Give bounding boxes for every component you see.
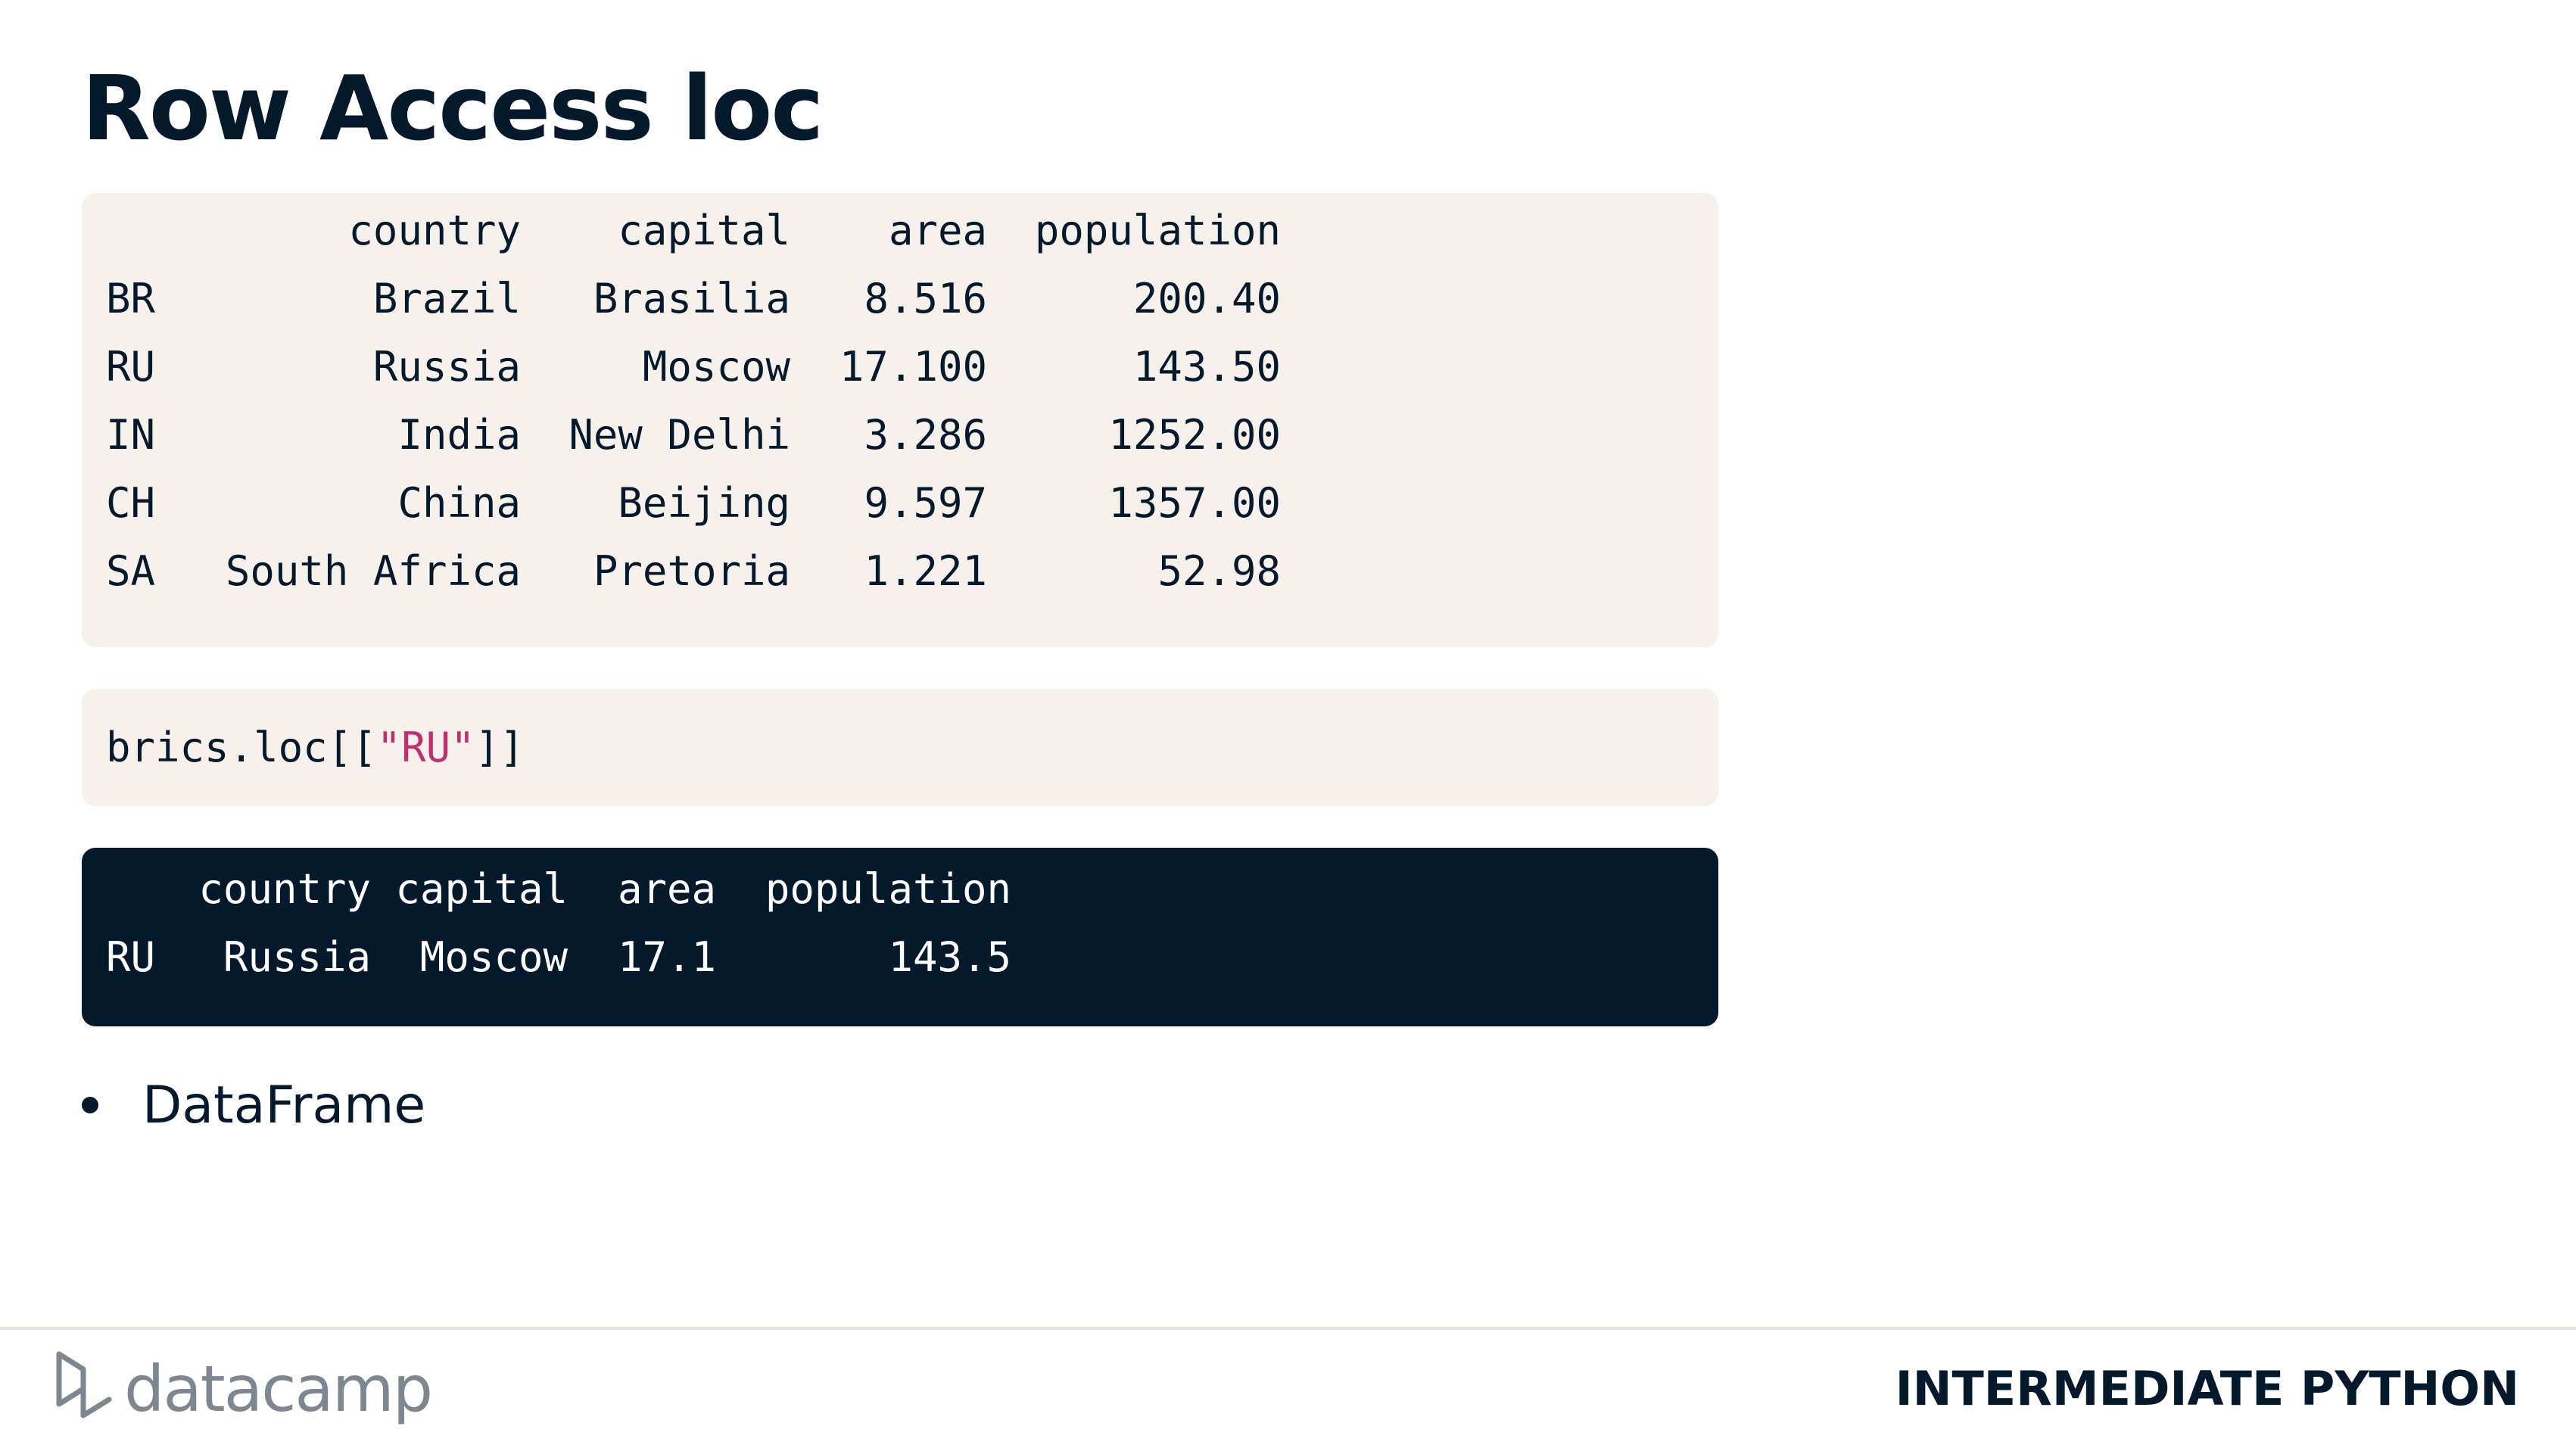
column-header-capital: capital bbox=[618, 207, 790, 254]
cell-area: 8.516 bbox=[864, 275, 987, 322]
cell-population: 1252.00 bbox=[1108, 411, 1281, 459]
code-snippet: brics.loc[["RU"]] bbox=[82, 689, 1718, 806]
cell-capital: Moscow bbox=[419, 933, 568, 981]
cell-population: 1357.00 bbox=[1108, 479, 1281, 527]
slide-title: Row Access loc bbox=[82, 56, 824, 160]
column-header-population: population bbox=[765, 865, 1011, 913]
datacamp-logo-icon bbox=[56, 1351, 112, 1418]
code-prefix: brics.loc[[ bbox=[106, 724, 377, 771]
row-index: SA bbox=[106, 547, 156, 595]
course-name: INTERMEDIATE PYTHON bbox=[1895, 1361, 2519, 1416]
row-index: BR bbox=[106, 275, 156, 322]
output-table: country capital area population RU Russi… bbox=[106, 855, 1011, 992]
cell-capital: Pretoria bbox=[593, 547, 790, 595]
cell-area: 9.597 bbox=[864, 479, 987, 527]
index-header bbox=[106, 855, 189, 923]
cell-capital: Brasilia bbox=[593, 275, 790, 322]
cell-area: 17.1 bbox=[617, 933, 716, 981]
table-header-row: country capital area population bbox=[106, 855, 1011, 923]
row-index: RU bbox=[106, 343, 156, 391]
cell-population: 52.98 bbox=[1157, 547, 1281, 595]
cell-country: Russia bbox=[223, 933, 371, 981]
table-row: IN India New Delhi 3.286 1252.00 bbox=[106, 401, 1281, 469]
index-header bbox=[106, 197, 189, 265]
cell-country: South Africa bbox=[225, 547, 521, 595]
table-header-row: country capital area population bbox=[106, 197, 1281, 265]
cell-capital: Beijing bbox=[618, 479, 790, 527]
logo-wordmark: datacamp bbox=[124, 1352, 433, 1426]
cell-area: 17.100 bbox=[839, 343, 987, 391]
column-header-country: country bbox=[198, 865, 371, 913]
cell-country: Russia bbox=[372, 343, 521, 391]
dataframe-display: country capital area population BR Brazi… bbox=[82, 193, 1718, 647]
row-index: IN bbox=[106, 411, 156, 459]
datacamp-logo: datacamp bbox=[53, 1351, 433, 1427]
column-header-area: area bbox=[617, 865, 716, 913]
table-row: CH China Beijing 9.597 1357.00 bbox=[106, 469, 1281, 537]
bullet-text: DataFrame bbox=[142, 1075, 426, 1135]
brics-table: country capital area population BR Brazi… bbox=[106, 197, 1281, 606]
code-output: country capital area population RU Russi… bbox=[82, 848, 1718, 1026]
table-row: RU Russia Moscow 17.100 143.50 bbox=[106, 333, 1281, 401]
cell-population: 143.50 bbox=[1132, 343, 1281, 391]
footer-divider bbox=[0, 1327, 2576, 1330]
table-row: BR Brazil Brasilia 8.516 200.40 bbox=[106, 265, 1281, 333]
cell-country: China bbox=[397, 479, 521, 527]
cell-capital: Moscow bbox=[642, 343, 790, 391]
cell-country: Brazil bbox=[372, 275, 521, 322]
cell-country: India bbox=[397, 411, 521, 459]
cell-population: 200.40 bbox=[1132, 275, 1281, 322]
column-header-area: area bbox=[888, 207, 987, 254]
table-row: RU Russia Moscow 17.1 143.5 bbox=[106, 923, 1011, 992]
cell-population: 143.5 bbox=[888, 933, 1011, 981]
row-index: CH bbox=[106, 479, 156, 527]
column-header-population: population bbox=[1034, 207, 1281, 254]
bullet-item: DataFrame bbox=[82, 1067, 425, 1143]
cell-capital: New Delhi bbox=[568, 411, 790, 459]
column-header-country: country bbox=[348, 207, 521, 254]
code-string-literal: "RU" bbox=[376, 724, 475, 771]
bullet-dot-icon bbox=[82, 1097, 98, 1113]
cell-area: 3.286 bbox=[864, 411, 987, 459]
column-header-capital: capital bbox=[395, 865, 568, 913]
code-suffix: ]] bbox=[475, 724, 525, 771]
row-index: RU bbox=[106, 933, 156, 981]
cell-area: 1.221 bbox=[864, 547, 987, 595]
table-row: SA South Africa Pretoria 1.221 52.98 bbox=[106, 537, 1281, 606]
